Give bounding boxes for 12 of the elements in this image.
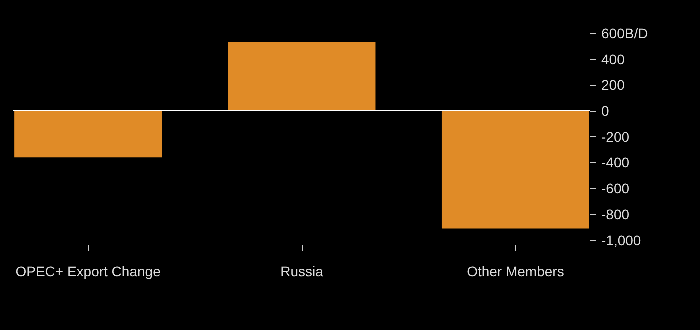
y-tick-label: -1,000 — [602, 232, 642, 248]
x-tick-label: Other Members — [467, 264, 564, 280]
y-tick-label: -800 — [602, 206, 630, 222]
y-tick-label: -600 — [602, 180, 630, 197]
x-tick-label: Russia — [280, 264, 324, 280]
y-tick-label: -400 — [602, 154, 630, 171]
x-tick-label: OPEC+ Export Change — [16, 264, 162, 280]
y-tick-label: -200 — [602, 128, 630, 145]
y-tick-label: 600B/D — [602, 25, 648, 42]
y-tick-label: 400 — [602, 51, 626, 68]
y-tick-label: 200 — [602, 77, 626, 94]
y-tick-label: 0 — [602, 103, 610, 120]
